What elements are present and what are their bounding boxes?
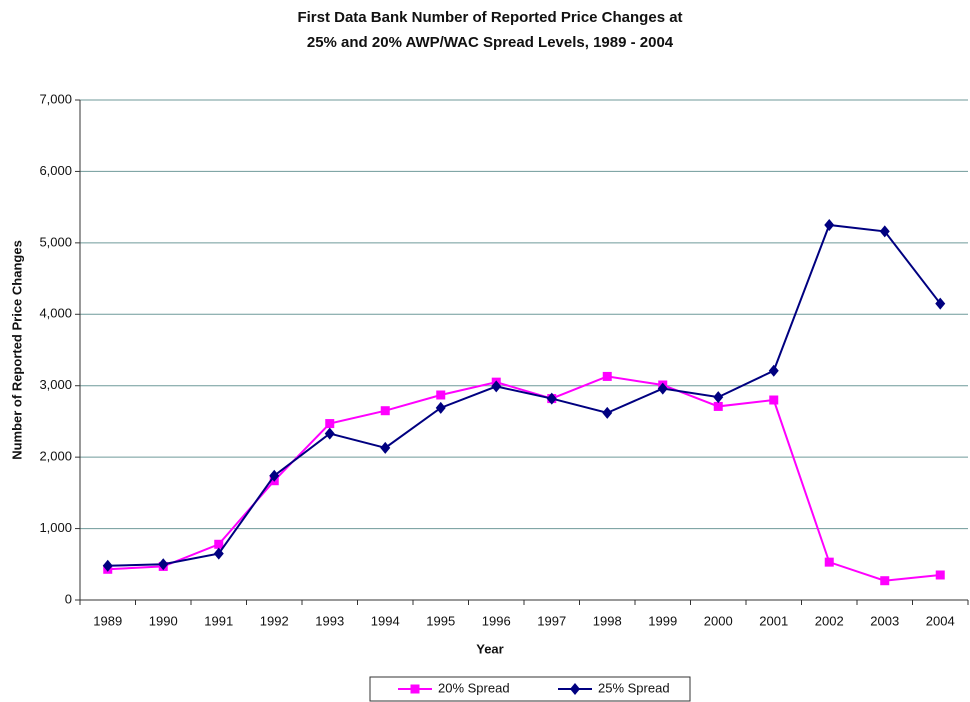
marker bbox=[824, 219, 835, 231]
marker bbox=[769, 395, 779, 405]
marker bbox=[713, 401, 723, 411]
x-tick-label: 1994 bbox=[371, 613, 400, 628]
y-tick-label: 3,000 bbox=[39, 377, 72, 392]
marker bbox=[325, 419, 335, 429]
marker bbox=[768, 364, 779, 377]
y-tick-label: 5,000 bbox=[39, 234, 72, 249]
y-tick-label: 7,000 bbox=[39, 91, 72, 106]
marker bbox=[491, 380, 502, 393]
x-tick-label: 2003 bbox=[870, 613, 899, 628]
marker bbox=[214, 539, 224, 549]
marker bbox=[935, 297, 946, 310]
marker bbox=[657, 382, 668, 395]
y-tick-label: 6,000 bbox=[39, 163, 72, 178]
x-axis-title: Year bbox=[476, 641, 503, 656]
marker bbox=[824, 557, 834, 567]
marker bbox=[436, 390, 446, 400]
marker bbox=[158, 558, 169, 571]
x-tick-label: 1989 bbox=[93, 613, 122, 628]
x-tick-label: 2001 bbox=[759, 613, 788, 628]
marker bbox=[324, 427, 335, 440]
marker bbox=[602, 406, 613, 419]
legend-label: 25% Spread bbox=[598, 680, 670, 695]
x-tick-label: 1993 bbox=[315, 613, 344, 628]
marker bbox=[879, 225, 890, 238]
marker bbox=[269, 469, 280, 482]
x-tick-label: 1990 bbox=[149, 613, 178, 628]
x-tick-label: 2000 bbox=[704, 613, 733, 628]
x-tick-label: 2002 bbox=[815, 613, 844, 628]
marker bbox=[880, 576, 890, 586]
y-tick-label: 0 bbox=[65, 591, 72, 606]
x-tick-label: 1992 bbox=[260, 613, 289, 628]
chart-title: First Data Bank Number of Reported Price… bbox=[297, 9, 682, 26]
x-tick-label: 1999 bbox=[648, 613, 677, 628]
legend-marker bbox=[570, 683, 580, 695]
x-tick-label: 1998 bbox=[593, 613, 622, 628]
marker bbox=[435, 401, 446, 414]
legend-marker bbox=[410, 684, 420, 694]
marker bbox=[213, 547, 224, 560]
x-tick-label: 1997 bbox=[537, 613, 566, 628]
y-tick-label: 4,000 bbox=[39, 306, 72, 321]
marker bbox=[380, 406, 390, 416]
marker bbox=[546, 392, 557, 405]
x-tick-label: 1995 bbox=[426, 613, 455, 628]
marker bbox=[602, 371, 612, 381]
x-tick-label: 1996 bbox=[482, 613, 511, 628]
marker bbox=[380, 441, 391, 454]
x-tick-label: 1991 bbox=[204, 613, 233, 628]
marker bbox=[102, 559, 113, 572]
marker bbox=[713, 391, 724, 404]
chart-title: 25% and 20% AWP/WAC Spread Levels, 1989 … bbox=[307, 34, 674, 51]
y-tick-label: 1,000 bbox=[39, 520, 72, 535]
marker bbox=[935, 570, 945, 580]
x-tick-label: 2004 bbox=[926, 613, 955, 628]
legend-label: 20% Spread bbox=[438, 680, 510, 695]
y-tick-label: 2,000 bbox=[39, 449, 72, 464]
series-line bbox=[107, 375, 941, 582]
y-axis-title: Number of Reported Price Changes bbox=[9, 240, 24, 460]
series-line bbox=[107, 223, 942, 567]
